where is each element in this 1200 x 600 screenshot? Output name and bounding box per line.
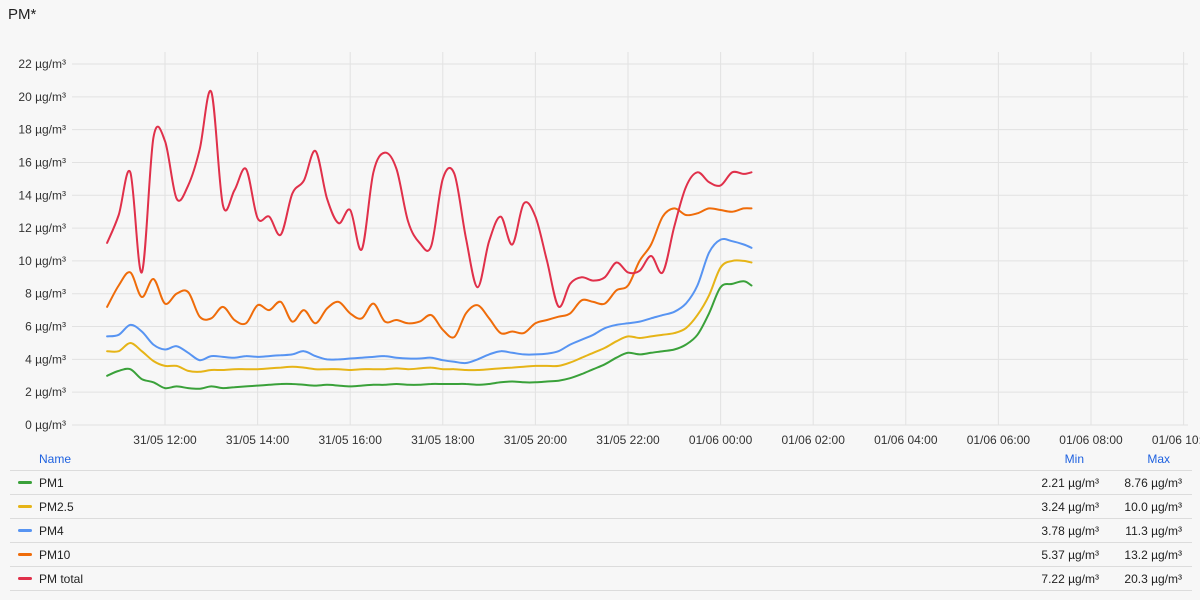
x-tick-label: 01/06 06:00 xyxy=(967,433,1031,447)
x-tick-label: 31/05 16:00 xyxy=(318,433,382,447)
legend-min-value: 3.78 µg/m³ xyxy=(1041,524,1099,538)
legend-series-name: PM4 xyxy=(39,524,64,538)
legend-row-pm2-5[interactable]: PM2.5 3.24 µg/m³ 10.0 µg/m³ xyxy=(10,495,1192,519)
x-tick-label: 01/06 08:00 xyxy=(1059,433,1123,447)
legend-min-value: 7.22 µg/m³ xyxy=(1041,572,1099,586)
legend-header-name[interactable]: Name xyxy=(39,452,72,466)
legend-swatch xyxy=(18,481,32,484)
x-tick-label: 31/05 22:00 xyxy=(596,433,660,447)
y-tick-label: 20 µg/m³ xyxy=(18,90,66,104)
legend-swatch xyxy=(18,505,32,508)
series-line-pm4[interactable] xyxy=(106,237,753,365)
legend-max-value: 20.3 µg/m³ xyxy=(1124,572,1182,586)
series-line-pm10[interactable] xyxy=(106,207,753,339)
series-line-pm-total[interactable] xyxy=(106,89,753,308)
legend-header-min[interactable]: Min xyxy=(1064,452,1084,466)
legend-header-max[interactable]: Max xyxy=(1147,452,1170,466)
x-tick-label: 01/06 04:00 xyxy=(874,433,938,447)
x-tick-label: 31/05 18:00 xyxy=(411,433,475,447)
y-tick-label: 10 µg/m³ xyxy=(18,254,66,268)
x-tick-label: 31/05 20:00 xyxy=(504,433,568,447)
legend-min-value: 5.37 µg/m³ xyxy=(1041,548,1099,562)
legend-series-name: PM10 xyxy=(39,548,71,562)
series-line-pm2-5[interactable] xyxy=(106,259,753,373)
legend-max-value: 10.0 µg/m³ xyxy=(1124,500,1182,514)
pm-line-chart: 0 µg/m³ 2 µg/m³ 4 µg/m³ 6 µg/m³ 8 µg/m³ 10 µg… xyxy=(18,52,1200,447)
legend-min-value: 3.24 µg/m³ xyxy=(1041,500,1099,514)
legend-row-pm-total[interactable]: PM total 7.22 µg/m³ 20.3 µg/m³ xyxy=(10,567,1192,591)
y-tick-label: 6 µg/m³ xyxy=(25,320,66,334)
legend-swatch xyxy=(18,577,32,580)
legend-series-name: PM2.5 xyxy=(39,500,74,514)
y-tick-label: 0 µg/m³ xyxy=(25,418,66,432)
legend-swatch xyxy=(18,553,32,556)
y-tick-label: 2 µg/m³ xyxy=(25,385,66,399)
legend-series-name: PM total xyxy=(39,572,84,586)
x-tick-label: 01/06 02:00 xyxy=(781,433,845,447)
y-tick-label: 18 µg/m³ xyxy=(18,123,66,137)
legend-swatch xyxy=(18,529,32,532)
y-tick-label: 4 µg/m³ xyxy=(25,352,66,366)
y-tick-label: 14 µg/m³ xyxy=(18,188,66,202)
x-tick-label: 01/06 10:00 xyxy=(1152,433,1200,447)
y-tick-label: 8 µg/m³ xyxy=(25,287,66,301)
legend-header: Name Min Max xyxy=(10,448,1192,471)
y-tick-label: 12 µg/m³ xyxy=(18,221,66,235)
legend-max-value: 11.3 µg/m³ xyxy=(1125,524,1182,538)
y-tick-label: 22 µg/m³ xyxy=(18,57,66,71)
y-tick-label: 16 µg/m³ xyxy=(18,155,66,169)
series-line-pm1[interactable] xyxy=(106,280,753,390)
legend-row-pm4[interactable]: PM4 3.78 µg/m³ 11.3 µg/m³ xyxy=(10,519,1192,543)
x-tick-label: 31/05 12:00 xyxy=(133,433,197,447)
panel-title: PM* xyxy=(8,6,37,23)
legend-series-name: PM1 xyxy=(39,476,64,490)
legend-max-value: 13.2 µg/m³ xyxy=(1124,548,1182,562)
x-tick-label: 31/05 14:00 xyxy=(226,433,290,447)
legend-row-pm1[interactable]: PM1 2.21 µg/m³ 8.76 µg/m³ xyxy=(10,471,1192,495)
legend-max-value: 8.76 µg/m³ xyxy=(1124,476,1182,490)
x-tick-label: 01/06 00:00 xyxy=(689,433,753,447)
legend-table: Name Min Max PM1 2.21 µg/m³ 8.76 µg/m³ P… xyxy=(10,448,1192,591)
legend-row-pm10[interactable]: PM10 5.37 µg/m³ 13.2 µg/m³ xyxy=(10,543,1192,567)
legend-min-value: 2.21 µg/m³ xyxy=(1041,476,1099,490)
